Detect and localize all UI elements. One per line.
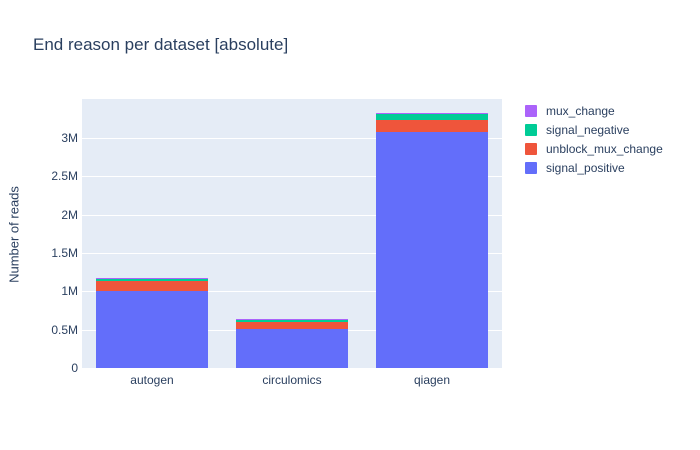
bar-segment-signal_positive-circulomics[interactable]: [236, 328, 348, 368]
y-tick-label-1.5M: 1.5M: [51, 246, 78, 261]
x-tick-label-circulomics: circulomics: [262, 373, 322, 387]
gridline: [82, 176, 502, 178]
bar-segment-signal_positive-autogen[interactable]: [96, 291, 208, 368]
bar-segment-signal_negative-qiagen[interactable]: [376, 113, 488, 121]
y-tick-label-1M: 1M: [61, 284, 78, 299]
legend-label: unblock_mux_change: [546, 141, 663, 156]
gridline: [82, 253, 502, 255]
y-tick-label-0.5M: 0.5M: [51, 322, 78, 337]
legend-item-signal_negative[interactable]: signal_negative: [525, 120, 663, 139]
legend-swatch-unblock_mux_change: [525, 142, 537, 155]
x-tick-label-qiagen: qiagen: [413, 373, 451, 387]
x-tick-label-autogen: autogen: [130, 373, 174, 387]
legend-swatch-signal_positive: [525, 161, 537, 174]
legend-swatch-mux_change: [525, 104, 537, 117]
legend-item-unblock_mux_change[interactable]: unblock_mux_change: [525, 139, 663, 158]
gridline: [82, 138, 502, 140]
legend-item-signal_positive[interactable]: signal_positive: [525, 158, 663, 177]
plot-area[interactable]: [82, 99, 502, 368]
legend-label: signal_negative: [546, 122, 630, 137]
legend-label: signal_positive: [546, 160, 625, 175]
y-tick-label-2.5M: 2.5M: [51, 169, 78, 184]
gridline: [82, 291, 502, 293]
bar-segment-signal_positive-qiagen[interactable]: [376, 131, 488, 368]
y-tick-label-3M: 3M: [61, 131, 78, 146]
bar-segment-unblock_mux_change-autogen[interactable]: [96, 281, 208, 292]
bar-segment-signal_negative-circulomics[interactable]: [236, 318, 348, 322]
legend-label: mux_change: [546, 103, 615, 118]
legend-swatch-signal_negative: [525, 123, 537, 136]
chart-title: End reason per dataset [absolute]: [33, 35, 289, 54]
bar-segment-unblock_mux_change-qiagen[interactable]: [376, 120, 488, 132]
y-tick-label-0: 0: [71, 361, 78, 375]
gridline: [82, 214, 502, 216]
y-tick-label-2M: 2M: [61, 207, 78, 222]
legend: mux_change signal_negative unblock_mux_cha…: [525, 101, 663, 177]
y-axis-title: Number of reads: [6, 186, 22, 283]
bar-segment-unblock_mux_change-circulomics[interactable]: [236, 321, 348, 329]
legend-item-mux_change[interactable]: mux_change: [525, 101, 663, 120]
bar-segment-signal_negative-autogen[interactable]: [96, 278, 208, 282]
